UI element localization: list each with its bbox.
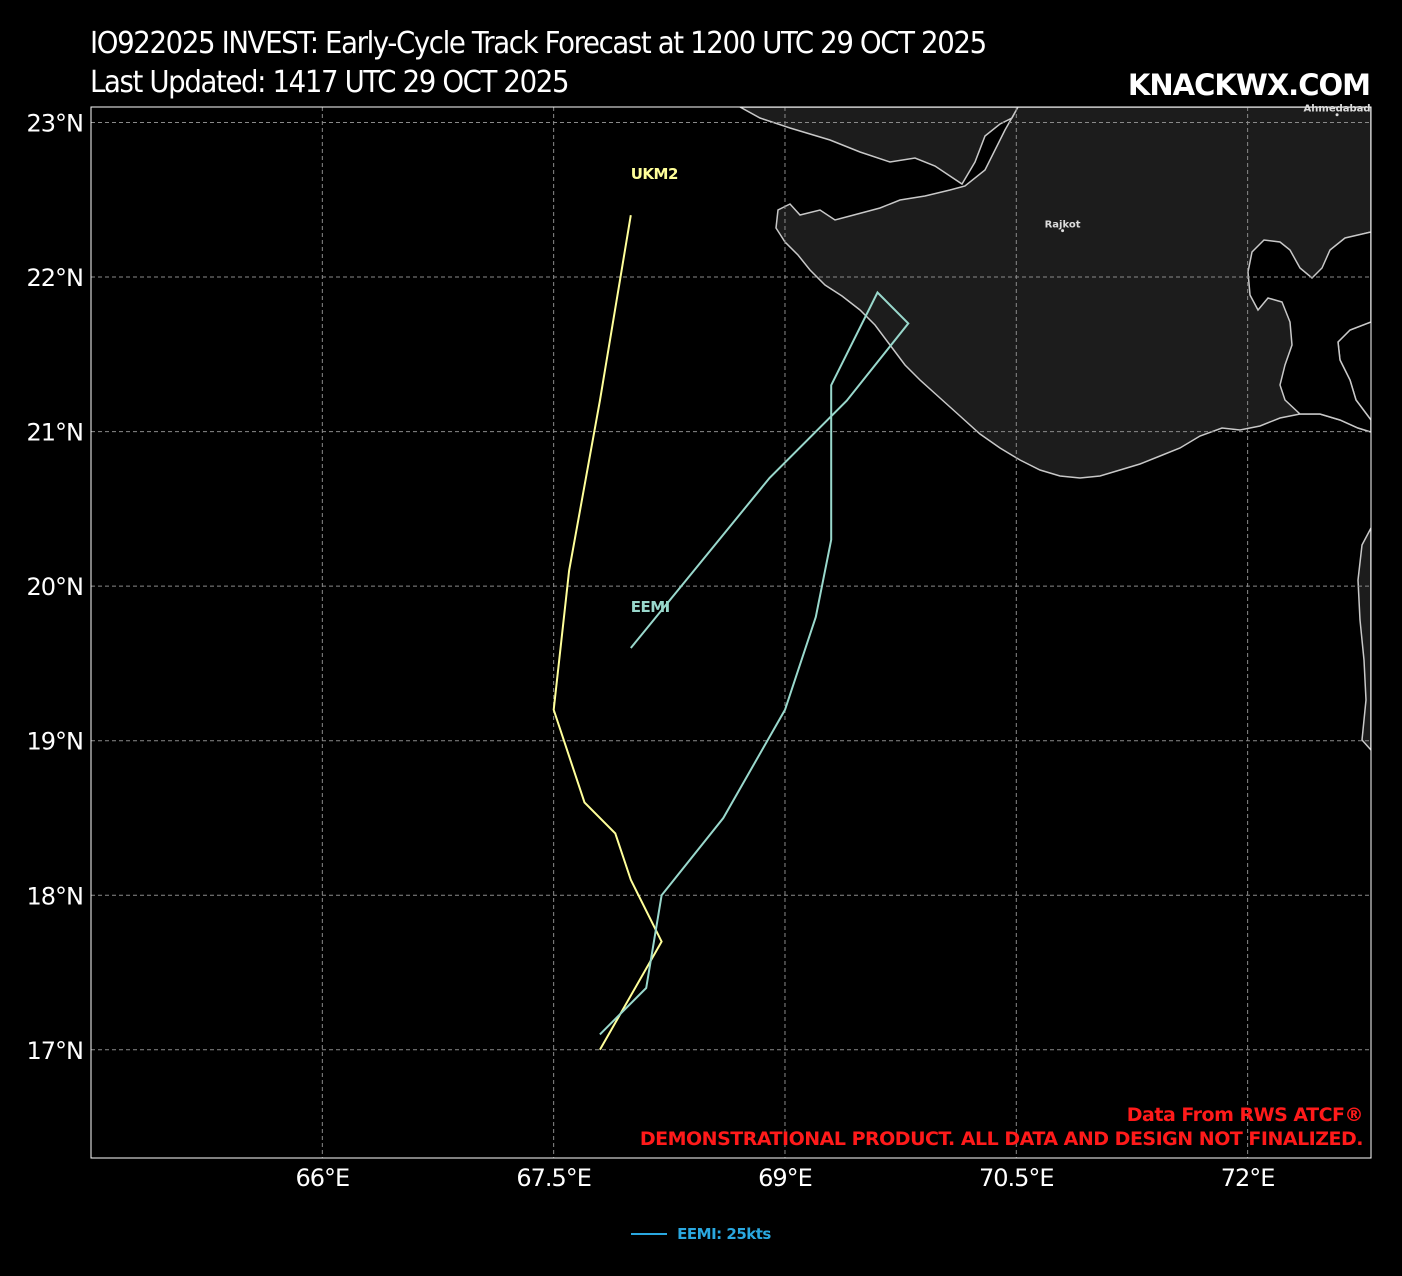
legend: EEMI: 25kts: [0, 1222, 1402, 1243]
legend-label: EEMI: 25kts: [677, 1225, 771, 1243]
city-dot: [1335, 113, 1339, 117]
y-tick-label: 19°N: [27, 728, 84, 756]
x-tick-label: 66°E: [295, 1164, 349, 1192]
chart-title: IO922025 INVEST: Early-Cycle Track Forec…: [90, 26, 987, 61]
y-tick-label: 21°N: [27, 419, 84, 447]
gulf-of-khambhat-shore: [1247, 231, 1371, 433]
x-tick-label: 72°E: [1221, 1164, 1275, 1192]
city-markers: Ahmedabad Rajkot: [1045, 104, 1371, 233]
city-label: Rajkot: [1045, 220, 1081, 231]
brand-logo[interactable]: KNACKWX.COM: [1127, 68, 1371, 102]
y-tick-label: 23°N: [27, 109, 84, 137]
y-tick-label: 17°N: [27, 1037, 84, 1065]
x-tick-label: 67.5°E: [516, 1164, 591, 1192]
y-tick-label: 20°N: [27, 573, 84, 601]
x-tick-label: 69°E: [758, 1164, 812, 1192]
track-ukm2[interactable]: [552, 215, 663, 1051]
forecast-tracks: [552, 215, 910, 1051]
track-label-eemi: EEMI: [631, 598, 670, 616]
track-eemi[interactable]: [599, 290, 910, 1036]
last-updated: Last Updated: 1417 UTC 29 OCT 2025: [90, 65, 570, 100]
y-tick-label: 22°N: [27, 264, 84, 292]
mainland-india-fragment: [1357, 527, 1371, 752]
legend-entry[interactable]: EEMI: 25kts: [631, 1225, 771, 1243]
city-label: Ahmedabad: [1304, 104, 1371, 115]
model-labels: UKM2 EEMI: [631, 165, 679, 616]
y-tick-label: 18°N: [27, 882, 84, 910]
credit-disclaimer: DEMONSTRATIONAL PRODUCT. ALL DATA AND DE…: [640, 1128, 1363, 1150]
city-dot: [1061, 229, 1065, 233]
x-tick-label: 70.5°E: [979, 1164, 1054, 1192]
track-label-ukm2: UKM2: [631, 165, 678, 183]
credit-source: Data From RWS ATCF®: [1127, 1104, 1363, 1126]
gridlines: [91, 107, 1371, 1158]
plot-frame: [90, 106, 1372, 1159]
axis-ticks: 66°E 67.5°E 69°E 70.5°E 72°E 17°N 18°N 19°N 20°N…: [27, 109, 1276, 1192]
legend-swatch: [631, 1233, 668, 1235]
map-layer: [739, 107, 1371, 752]
